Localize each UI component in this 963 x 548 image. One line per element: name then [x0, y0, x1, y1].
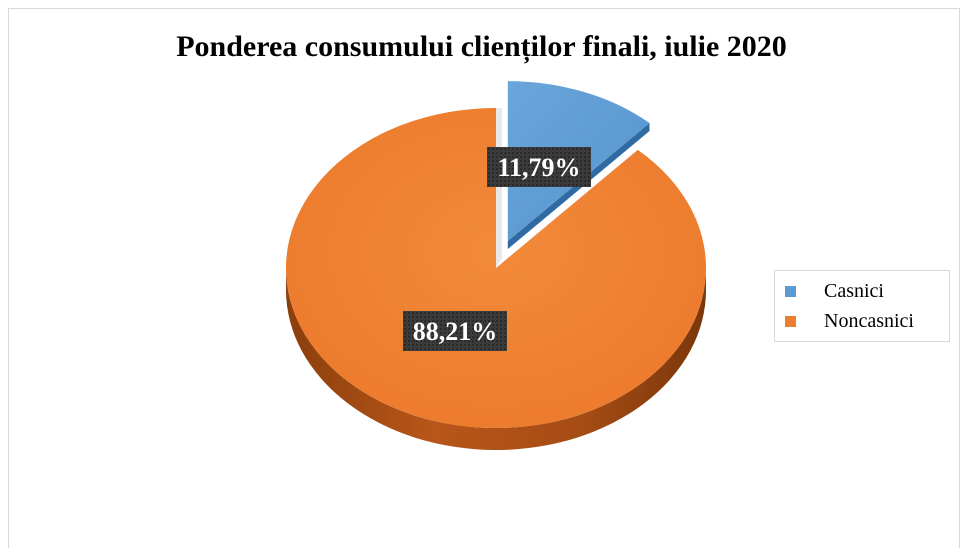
data-label-noncasnici-box [403, 311, 507, 351]
pie-slice-wall [496, 108, 502, 268]
pie-chart: 11,79% 88,21% [285, 81, 706, 450]
legend-label-casnici: Casnici [824, 279, 884, 302]
data-label-noncasnici-group: 88,21% [403, 311, 507, 351]
data-label-casnici-box [487, 147, 591, 187]
legend-label-noncasnici: Noncasnici [824, 309, 914, 332]
legend-swatch-casnici [785, 285, 796, 297]
data-label-casnici: 11,79% [497, 153, 580, 182]
data-label-noncasnici: 88,21% [413, 317, 498, 346]
pie-slice-noncasnici [285, 108, 706, 428]
legend-swatch-noncasnici [785, 315, 796, 327]
legend: Casnici Noncasnici [774, 270, 950, 342]
legend-item-casnici: Casnici [785, 279, 884, 303]
legend-item-noncasnici: Noncasnici [785, 309, 914, 333]
chart-title: Ponderea consumului clienților finali, i… [176, 30, 787, 63]
data-label-casnici-group: 11,79% [487, 147, 591, 187]
